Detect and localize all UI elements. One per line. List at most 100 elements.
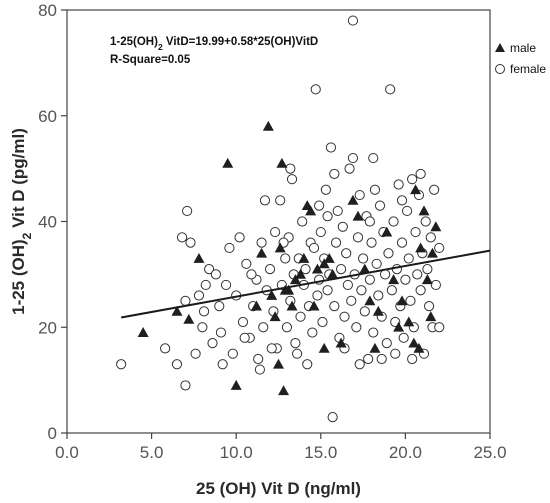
female-point [280, 253, 291, 264]
male-point [393, 321, 405, 332]
male-point [294, 268, 306, 279]
female-point [354, 359, 365, 370]
female-point [307, 327, 318, 338]
female-point [385, 84, 396, 95]
y-axis-label-subscript: 2 [20, 232, 34, 239]
male-point [318, 258, 330, 269]
female-point [259, 195, 271, 206]
female-point [329, 168, 340, 180]
y-tick-label: 0 [48, 424, 57, 443]
legend: male female [495, 41, 546, 76]
female-point [371, 258, 382, 269]
male-point [413, 342, 425, 353]
male-point [323, 253, 335, 263]
female-point [425, 232, 436, 243]
female-point [215, 327, 227, 338]
equation-part-1: 1-25(OH) [110, 36, 158, 48]
equation-subscript: 2 [158, 42, 163, 52]
x-tick-label: 5.0 [140, 443, 164, 462]
female-point [193, 290, 205, 301]
female-point [198, 306, 210, 317]
female-point [204, 263, 215, 275]
male-point [273, 358, 284, 369]
female-point [266, 343, 277, 354]
female-point [312, 290, 323, 301]
male-point [256, 247, 268, 258]
male-point [311, 263, 323, 274]
female-point [400, 274, 411, 285]
female-point [234, 232, 245, 243]
female-point [258, 322, 269, 333]
female-point [407, 353, 418, 365]
female-point [256, 237, 267, 248]
female-point [302, 359, 313, 370]
male-point [359, 263, 371, 274]
male-point [318, 342, 330, 353]
female-point [160, 343, 171, 354]
female-point [246, 269, 257, 280]
female-point [386, 285, 397, 296]
female-point [369, 184, 381, 195]
legend-male-triangle-icon [495, 43, 505, 52]
male-point [352, 210, 364, 221]
regression-line [120, 249, 491, 319]
female-point [330, 237, 342, 248]
y-axis-label-part-2: Vit D (pg/ml) [9, 128, 28, 233]
female-point [241, 258, 252, 269]
female-point [253, 353, 264, 365]
male-point [347, 194, 359, 205]
female-point [322, 285, 333, 296]
series-male [137, 120, 442, 396]
female-point [190, 348, 201, 359]
male-point [425, 311, 437, 322]
male-point [274, 242, 286, 253]
male-point [421, 274, 433, 285]
female-point [171, 359, 183, 370]
female-point [352, 232, 364, 243]
male-point [408, 337, 420, 348]
female-point [388, 216, 399, 227]
legend-female-circle-icon [495, 64, 505, 74]
male-point [276, 157, 288, 168]
female-point [270, 226, 281, 238]
female-point [281, 322, 293, 333]
equation-part-2: VitD=19.99+0.58*25(OH)VitD [163, 36, 319, 48]
female-point [200, 279, 211, 291]
female-point [434, 242, 445, 254]
y-tick-label: 60 [38, 107, 57, 126]
female-point [214, 301, 225, 312]
female-point [325, 142, 337, 153]
female-point [254, 364, 265, 375]
male-point [298, 253, 310, 263]
female-point [356, 285, 367, 296]
male-point [403, 316, 415, 327]
male-point [230, 379, 242, 390]
male-point [286, 300, 298, 311]
female-point [383, 248, 394, 259]
female-point [430, 279, 441, 291]
female-point [197, 322, 208, 333]
female-point [310, 84, 321, 95]
female-point [217, 359, 228, 370]
male-point [426, 247, 438, 258]
male-point [171, 305, 183, 316]
male-point [430, 221, 442, 232]
female-point [359, 306, 370, 317]
female-point [227, 348, 238, 359]
male-point [410, 184, 422, 195]
male-point [283, 284, 295, 295]
female-point [239, 332, 250, 343]
female-point [420, 216, 431, 227]
female-point [264, 263, 276, 275]
female-point [347, 15, 359, 26]
male-point [381, 226, 393, 237]
female-point [390, 348, 401, 359]
y-axis: 0 20 40 60 80 [38, 1, 67, 443]
female-point [401, 205, 413, 217]
female-point [339, 311, 350, 322]
female-point [337, 221, 348, 232]
male-point [364, 295, 376, 306]
female-point [423, 301, 435, 312]
legend-male-label: male [510, 41, 536, 55]
female-point [358, 253, 369, 264]
